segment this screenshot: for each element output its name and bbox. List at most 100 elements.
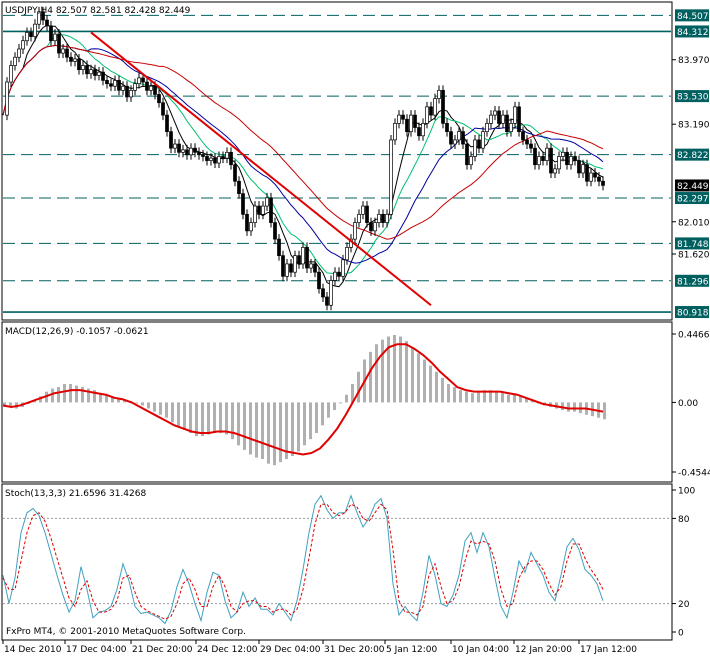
candle-body [445,123,449,133]
candle-body [329,280,333,306]
candle-body [417,127,421,137]
macd-histogram-bar [39,396,42,403]
macd-histogram-bar [519,396,522,403]
price-tag-label: 82.822 [677,151,709,161]
candle-body [469,156,473,166]
price-panel-title: USDJPY,H4 82.507 82.581 82.428 82.449 [5,6,191,16]
candle-body [501,114,505,124]
candle-body [429,106,433,116]
price-tag-label: 81.748 [677,240,709,250]
macd-histogram-bar [159,402,162,415]
candle-body [73,58,77,62]
price-tag-box [675,9,709,22]
price-tag-box [675,192,709,205]
macd-histogram-bar [9,402,12,407]
candle-body [25,32,29,42]
stoch-panel-title: Stoch(13,3,3) 21.6596 31.4268 [5,489,146,499]
macd-histogram-bar [303,402,306,446]
candle-body [249,222,253,232]
candle-body [97,71,101,76]
macd-histogram-bar [177,402,180,427]
candle-body [313,263,317,273]
candle-body [253,205,257,223]
candle-body [589,172,593,182]
macd-histogram-bar [255,402,258,458]
candle-body [345,247,349,261]
stoch-tick-label: 80 [678,515,690,525]
macd-panel [1,321,673,483]
macd-histogram-bar [141,402,144,406]
candle-body [185,149,189,156]
candle-body [601,180,605,186]
macd-histogram-bar [321,402,324,426]
candle-body [41,11,45,21]
candle-body [353,222,357,240]
moving-average-line [2,44,604,240]
candle-body [233,164,237,182]
candle-body [161,102,165,116]
price-tag-box [675,274,709,287]
candle-body [381,213,385,223]
macd-histogram-bar [273,402,276,466]
candle-body [593,172,597,178]
candle-body [409,114,413,133]
macd-histogram-bar [357,371,360,403]
candle-body [77,58,81,71]
candle-body [581,164,585,174]
candle-body [213,157,217,164]
macd-histogram-bar [531,400,534,403]
candle-body [585,164,589,182]
macd-histogram-bar [261,402,264,460]
macd-histogram-bar [63,384,66,403]
macd-histogram-bar [33,400,36,403]
candle-body [333,271,337,281]
macd-histogram-bar [153,402,156,412]
price-tag-box [675,148,709,161]
candle-body [177,143,181,153]
candle-body [109,83,113,87]
candle-body [497,110,501,124]
price-tag-label: 84.312 [677,28,709,38]
stoch-main-line [2,494,604,625]
candle-body [229,151,233,166]
macd-histogram-bar [483,390,486,403]
candle-body [545,147,549,161]
candle-body [529,143,533,149]
macd-histogram-bar [315,402,318,434]
candle-body [361,205,365,215]
candle-body [457,131,461,141]
candle-body [281,255,285,277]
time-tick-label: 29 Dec 04:00 [260,645,321,655]
candle-body [325,296,329,306]
candle-body [209,157,213,161]
macd-histogram-bar [147,402,150,409]
candle-body [165,114,169,133]
down-trendline [90,31,432,307]
macd-histogram-bar [105,394,108,403]
macd-histogram-bar [417,353,420,403]
macd-histogram-bar [195,402,198,437]
candle-body [461,131,465,145]
candle-body [33,23,37,37]
candle-body [153,85,157,95]
macd-histogram-bar [393,335,396,403]
macd-histogram-bar [171,402,174,423]
macd-histogram-bar [369,351,372,403]
candle-body [553,168,557,174]
candle-body [269,197,273,223]
candle-body [413,114,417,128]
macd-histogram-bar [219,402,222,434]
candle-body [69,56,73,62]
macd-histogram-bar [411,347,414,403]
price-layer [2,6,671,313]
candle-body [297,255,301,265]
candle-body [321,288,325,298]
candle-body [237,180,241,195]
candle-body [37,11,41,25]
macd-histogram-bar [225,402,228,435]
candle-body [285,263,289,277]
macd-histogram-bar [573,402,576,412]
macd-histogram-bar [165,402,168,418]
macd-histogram-bar [285,402,288,460]
